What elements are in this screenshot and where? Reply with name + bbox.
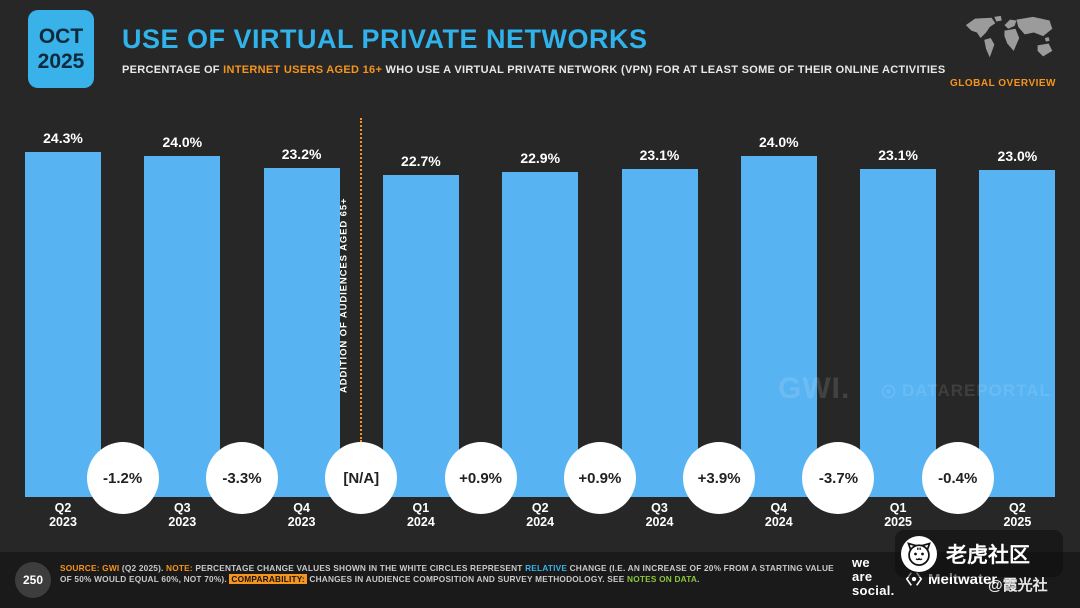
change-badge: -3.3% xyxy=(205,442,278,514)
x-axis-label: Q3 2024 xyxy=(645,501,674,529)
change-badge: +3.9% xyxy=(683,442,756,514)
badge-year: 2025 xyxy=(37,50,85,73)
bar-value-label: 23.2% xyxy=(281,145,322,162)
x-axis-label: Q2 2025 xyxy=(1003,501,1032,529)
x-axis-label: Q1 2024 xyxy=(406,501,435,529)
bar-value-label: 24.0% xyxy=(758,134,799,151)
bar-value-label: 22.9% xyxy=(520,149,561,166)
x-axis-label: Q2 2023 xyxy=(49,501,77,529)
subtitle-post: WHO USE A VIRTUAL PRIVATE NETWORK (VPN) … xyxy=(382,64,946,76)
footer-note-segment: PERCENTAGE CHANGE VALUES SHOWN IN THE WH… xyxy=(195,563,526,573)
gwi-watermark: GWI. xyxy=(778,372,851,405)
chart-bar xyxy=(740,156,817,497)
footer-note-segment: NOTE: xyxy=(166,563,196,573)
tiger-community-watermark: 老虎社区 xyxy=(895,530,1063,577)
region-label: GLOBAL OVERVIEW xyxy=(949,78,1056,89)
datareportal-watermark: DATAREPORTAL xyxy=(880,381,1051,401)
change-badge: [N/A] xyxy=(325,442,398,514)
footer-note-segment: RELATIVE xyxy=(525,563,568,573)
we-are-social-line: social. xyxy=(852,583,895,598)
chart-bar xyxy=(25,151,101,497)
footer-note-segment: SOURCE: xyxy=(60,563,103,573)
tiger-icon xyxy=(901,535,937,572)
annotation-dotted-line xyxy=(360,118,362,442)
x-axis-label: Q4 2023 xyxy=(287,501,316,529)
chart-bar xyxy=(502,171,579,497)
change-badge: -3.7% xyxy=(802,442,875,514)
bar-value-label: 24.0% xyxy=(162,134,203,151)
bar-value-label: 23.0% xyxy=(997,148,1038,165)
we-are-social-line: we xyxy=(852,555,870,570)
page-title: USE OF VIRTUAL PRIVATE NETWORKS xyxy=(122,24,648,54)
footer-note-segment: CHANGE (I.E. AN INCREASE OF 20% FROM A S… xyxy=(60,563,834,584)
footer-note-segment: (Q2 2025). xyxy=(119,563,167,573)
subtitle-pre: PERCENTAGE OF xyxy=(122,64,224,76)
datareportal-icon xyxy=(881,384,896,398)
subtitle: PERCENTAGE OF INTERNET USERS AGED 16+ WH… xyxy=(122,64,945,76)
chart-bar xyxy=(144,156,221,497)
we-are-social-line: are xyxy=(852,569,873,584)
subtitle-highlight: INTERNET USERS AGED 16+ xyxy=(223,64,383,76)
footer-note-segment: CHANGES IN AUDIENCE COMPOSITION AND SURV… xyxy=(306,574,628,584)
chart-bar xyxy=(263,167,340,497)
world-map-icon xyxy=(964,12,1056,64)
change-badge: -1.2% xyxy=(86,442,159,514)
date-badge: OCT 2025 xyxy=(28,10,94,88)
footer-note-segment: COMPARABILITY: xyxy=(229,574,307,584)
footer-note-segment: GWI xyxy=(102,563,120,573)
page-number: 250 xyxy=(15,562,51,598)
we-are-social-logo: we are social. xyxy=(852,556,895,598)
bar-value-label: 24.3% xyxy=(43,129,83,146)
change-badge: +0.9% xyxy=(444,442,517,514)
footer-note-segment: . xyxy=(697,574,700,584)
chart-bar xyxy=(860,168,937,497)
weibo-handle-watermark: @霞光社 xyxy=(988,577,1048,594)
datareportal-watermark-label: DATAREPORTAL xyxy=(902,381,1051,400)
x-axis-label: Q1 2025 xyxy=(884,501,912,529)
footer-notes: SOURCE: GWI (Q2 2025). NOTE: PERCENTAGE … xyxy=(60,563,835,585)
x-axis-label: Q2 2024 xyxy=(526,501,555,529)
bar-value-label: 22.7% xyxy=(401,152,441,169)
bar-value-label: 23.1% xyxy=(639,146,680,163)
chart-bar xyxy=(382,174,459,497)
chart-bar xyxy=(621,168,698,497)
bar-value-label: 23.1% xyxy=(878,146,918,163)
chart-bar xyxy=(979,170,1056,497)
annotation-label: ADDITION OF AUDIENCES AGED 65+ xyxy=(338,197,350,393)
tiger-community-label: 老虎社区 xyxy=(946,543,1030,567)
change-badge: +0.9% xyxy=(563,442,636,514)
badge-month: OCT xyxy=(38,25,84,48)
x-axis-label: Q4 2024 xyxy=(764,501,793,529)
notes-on-data-link[interactable]: NOTES ON DATA xyxy=(627,574,698,584)
change-badge: -0.4% xyxy=(921,442,994,514)
footer-bar: 250 SOURCE: GWI (Q2 2025). NOTE: PERCENT… xyxy=(0,552,1080,608)
x-axis-label: Q3 2023 xyxy=(168,501,197,529)
